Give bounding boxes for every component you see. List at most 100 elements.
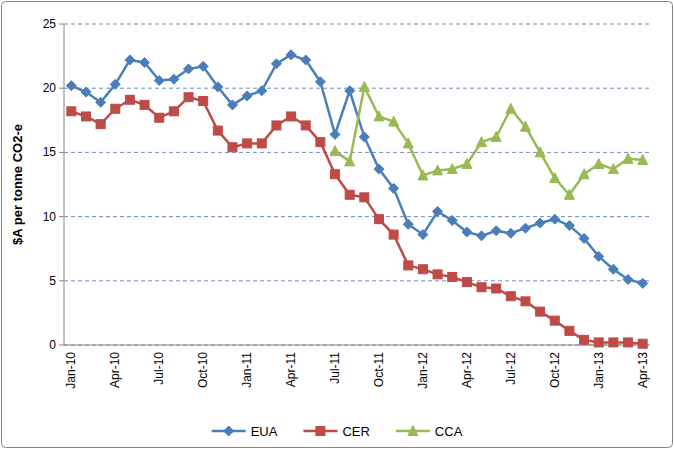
point [506, 228, 516, 238]
point [345, 190, 354, 199]
point [579, 169, 589, 179]
point [242, 91, 252, 101]
point [125, 55, 135, 65]
point [608, 264, 618, 274]
point [594, 158, 604, 168]
legend-item: EUA [212, 424, 278, 439]
x-tick-label: Apr-10 [108, 352, 122, 388]
point [550, 173, 560, 183]
series-cca [330, 81, 648, 199]
point [550, 214, 560, 224]
plot-data [66, 50, 647, 348]
legend-label: CCA [435, 424, 463, 439]
point [535, 147, 545, 157]
point [301, 121, 310, 130]
point [506, 103, 516, 113]
series-line [71, 55, 642, 284]
point [624, 338, 633, 347]
y-tick-label: 15 [43, 145, 57, 159]
point [198, 61, 208, 71]
x-tick-label: Apr-11 [284, 352, 298, 387]
point [638, 339, 647, 348]
y-tick-label: 20 [43, 81, 57, 95]
point [360, 193, 369, 202]
point [447, 215, 457, 225]
point [477, 231, 487, 241]
point [125, 95, 134, 104]
point [199, 97, 208, 106]
y-tick [59, 216, 64, 217]
x-tick-label: Jul-11 [328, 352, 342, 384]
point [140, 100, 149, 109]
y-tick [59, 88, 64, 89]
point [447, 164, 457, 174]
legend-label: CER [342, 424, 369, 439]
x-tick-label: Jan-11 [240, 352, 254, 388]
y-tick-label: 5 [49, 274, 56, 288]
point [623, 275, 633, 285]
point [550, 316, 559, 325]
point [243, 139, 252, 148]
point [330, 129, 340, 139]
legend-marker [316, 427, 325, 436]
legend-marker [408, 426, 418, 436]
point [330, 146, 340, 156]
y-tick [59, 24, 64, 25]
legend-marker [224, 426, 234, 436]
point [477, 283, 486, 292]
point [272, 121, 281, 130]
point [564, 189, 574, 199]
point [448, 272, 457, 281]
point [228, 143, 237, 152]
point [491, 226, 501, 236]
y-tick-label: 25 [43, 17, 57, 31]
point [491, 131, 501, 141]
point [96, 97, 106, 107]
grid-line [64, 152, 650, 153]
point [287, 112, 296, 121]
x-tick-label: Apr-13 [636, 352, 650, 388]
grid-line [64, 280, 650, 281]
point [257, 139, 266, 148]
grid-line [64, 345, 650, 346]
point [535, 218, 545, 228]
grid-line [64, 24, 650, 25]
point [301, 55, 311, 65]
point [315, 77, 325, 87]
point [374, 111, 384, 121]
point [433, 165, 443, 175]
point [403, 219, 413, 229]
legend: EUA CER CCA [212, 424, 463, 439]
point [418, 265, 427, 274]
x-tick-label: Jul-10 [152, 352, 166, 385]
point [403, 138, 413, 148]
point [374, 215, 383, 224]
legend-item: CCA [396, 424, 463, 439]
point [462, 227, 472, 237]
point [169, 107, 178, 116]
y-axis-line [64, 24, 65, 345]
chart: 0510152025Jan-10Apr-10Jul-10Oct-10Jan-11… [0, 0, 674, 449]
point [345, 86, 355, 96]
point [331, 170, 340, 179]
point [96, 120, 105, 129]
y-tick [59, 280, 64, 281]
point [227, 100, 237, 110]
series-eua [66, 50, 647, 289]
point [184, 64, 194, 74]
x-tick-label: Jan-12 [416, 352, 430, 389]
legend-item: CER [303, 424, 369, 439]
x-tick-label: Jul-12 [504, 352, 518, 385]
point [140, 58, 150, 68]
series-line [335, 87, 643, 195]
point [565, 326, 574, 335]
x-axis-line [64, 345, 650, 346]
grid [64, 24, 650, 345]
point [286, 50, 296, 60]
point [462, 158, 472, 168]
x-tick-label: Apr-12 [460, 352, 474, 388]
point [213, 82, 223, 92]
point [316, 138, 325, 147]
point [594, 251, 604, 261]
point [345, 156, 355, 166]
